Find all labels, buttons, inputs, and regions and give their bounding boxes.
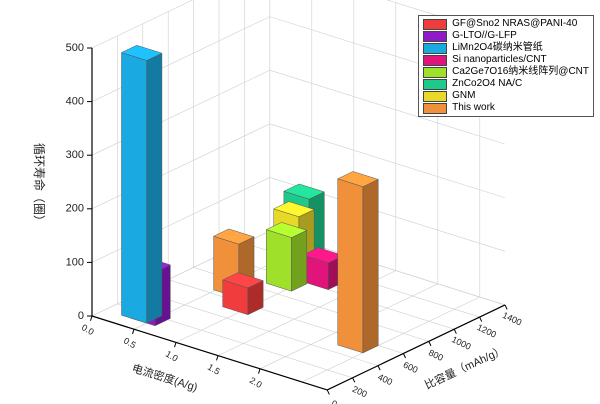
- bar-front-face: [337, 178, 364, 354]
- wall-gridline: [269, 123, 506, 199]
- legend-label: GNM: [452, 90, 476, 101]
- x-tick: [174, 342, 177, 348]
- bar-top-face: [337, 171, 379, 187]
- legend-label: G-LTO//G-LFP: [452, 30, 517, 41]
- x-tick: [258, 368, 261, 374]
- bar-top-face: [265, 222, 308, 238]
- wall-gridline: [91, 69, 270, 156]
- x-tick-label: 2.0: [248, 375, 264, 390]
- bar-top-face: [222, 272, 264, 289]
- legend-label: GF@Sno2 NRAS@PANI-40: [452, 18, 578, 29]
- x-tick-label: 0.5: [122, 335, 138, 350]
- y-tick-label: 1200: [476, 322, 498, 340]
- y-tick-label: 1400: [501, 310, 523, 328]
- legend-item: GF@Sno2 NRAS@PANI-40: [423, 18, 589, 30]
- y-tick-label: 600: [402, 360, 420, 375]
- x-tick: [90, 315, 93, 321]
- y-tick-label: 0: [330, 398, 339, 404]
- legend-label: Si nanoparticles/CNT: [452, 54, 547, 65]
- legend-swatch: [423, 42, 448, 54]
- x-tick: [132, 329, 135, 335]
- bar-front-face: [121, 52, 147, 324]
- x-tick: [216, 355, 219, 361]
- legend-item: This work: [423, 102, 589, 114]
- y-tick: [377, 365, 381, 371]
- bar-side-face: [146, 52, 163, 324]
- legend-item: GNM: [423, 90, 589, 102]
- legend-label: ZnCo2O4 NA/C: [452, 78, 523, 89]
- legend-swatch: [423, 30, 448, 42]
- legend-item: Si nanoparticles/CNT: [423, 54, 589, 66]
- z-tick-label: 200: [66, 203, 84, 215]
- legend-swatch: [423, 102, 448, 114]
- legend-swatch: [423, 54, 448, 66]
- legend-label: This work: [452, 102, 495, 113]
- floor-gridline: [301, 296, 480, 383]
- bar-side-face: [291, 229, 308, 292]
- legend-item: G-LTO//G-LFP: [423, 30, 589, 42]
- z-tick-label: 400: [66, 96, 84, 108]
- z-tick-label: 100: [66, 256, 84, 268]
- legend-item: LiMn2O4碳纳米管纸: [423, 42, 589, 54]
- bar-front-face: [266, 229, 292, 292]
- legend-label: Ca2Ge7O16纳米线阵列@CNT: [452, 66, 589, 77]
- y-tick: [504, 304, 508, 310]
- y-axis: [326, 304, 506, 391]
- wall-gridline: [91, 16, 270, 102]
- y-tick-label: 800: [427, 347, 445, 362]
- z-tick-label: 0: [78, 310, 84, 322]
- y-tick: [352, 377, 356, 383]
- y-tick: [453, 329, 457, 334]
- bar-top-face: [212, 228, 255, 245]
- bar-top-face: [283, 183, 326, 200]
- y-tick-label: 1000: [450, 334, 472, 352]
- x-axis: [91, 315, 328, 391]
- y-tick-label: 200: [351, 384, 369, 399]
- legend-swatch: [423, 90, 448, 102]
- y-tick: [326, 389, 330, 395]
- floor-gridline: [142, 291, 379, 366]
- x-tick-label: 1.0: [164, 349, 180, 364]
- wall-gridline: [91, 123, 270, 210]
- floor-gridline: [218, 255, 455, 330]
- legend: GF@Sno2 NRAS@PANI-40 G-LTO//G-LFP LiMn2O4碳…: [418, 15, 594, 117]
- z-tick-label: 300: [66, 149, 84, 161]
- legend-label: LiMn2O4碳纳米管纸: [452, 42, 543, 53]
- legend-item: ZnCo2O4 NA/C: [423, 78, 589, 90]
- z-tick-label: 500: [66, 42, 84, 54]
- x-axis-title: 电流密度(A/g): [130, 361, 199, 394]
- wall-gridline: [91, 0, 194, 49]
- bar-top-face: [120, 45, 163, 61]
- y-tick-label: 400: [376, 372, 394, 387]
- legend-swatch: [423, 66, 448, 78]
- y-tick: [428, 341, 432, 347]
- legend-swatch: [423, 18, 448, 30]
- x-tick-label: 0.0: [80, 322, 96, 337]
- z-axis-title: 循环寿命（圈）: [32, 143, 47, 227]
- y-tick: [402, 353, 407, 359]
- legend-item: Ca2Ge7O16纳米线阵列@CNT: [423, 66, 589, 78]
- bar-side-face: [362, 179, 379, 354]
- y-tick: [479, 316, 483, 322]
- legend-swatch: [423, 78, 448, 90]
- x-tick-label: 1.5: [206, 362, 222, 377]
- bar-top-face: [273, 201, 315, 218]
- wall-gridline: [269, 69, 506, 145]
